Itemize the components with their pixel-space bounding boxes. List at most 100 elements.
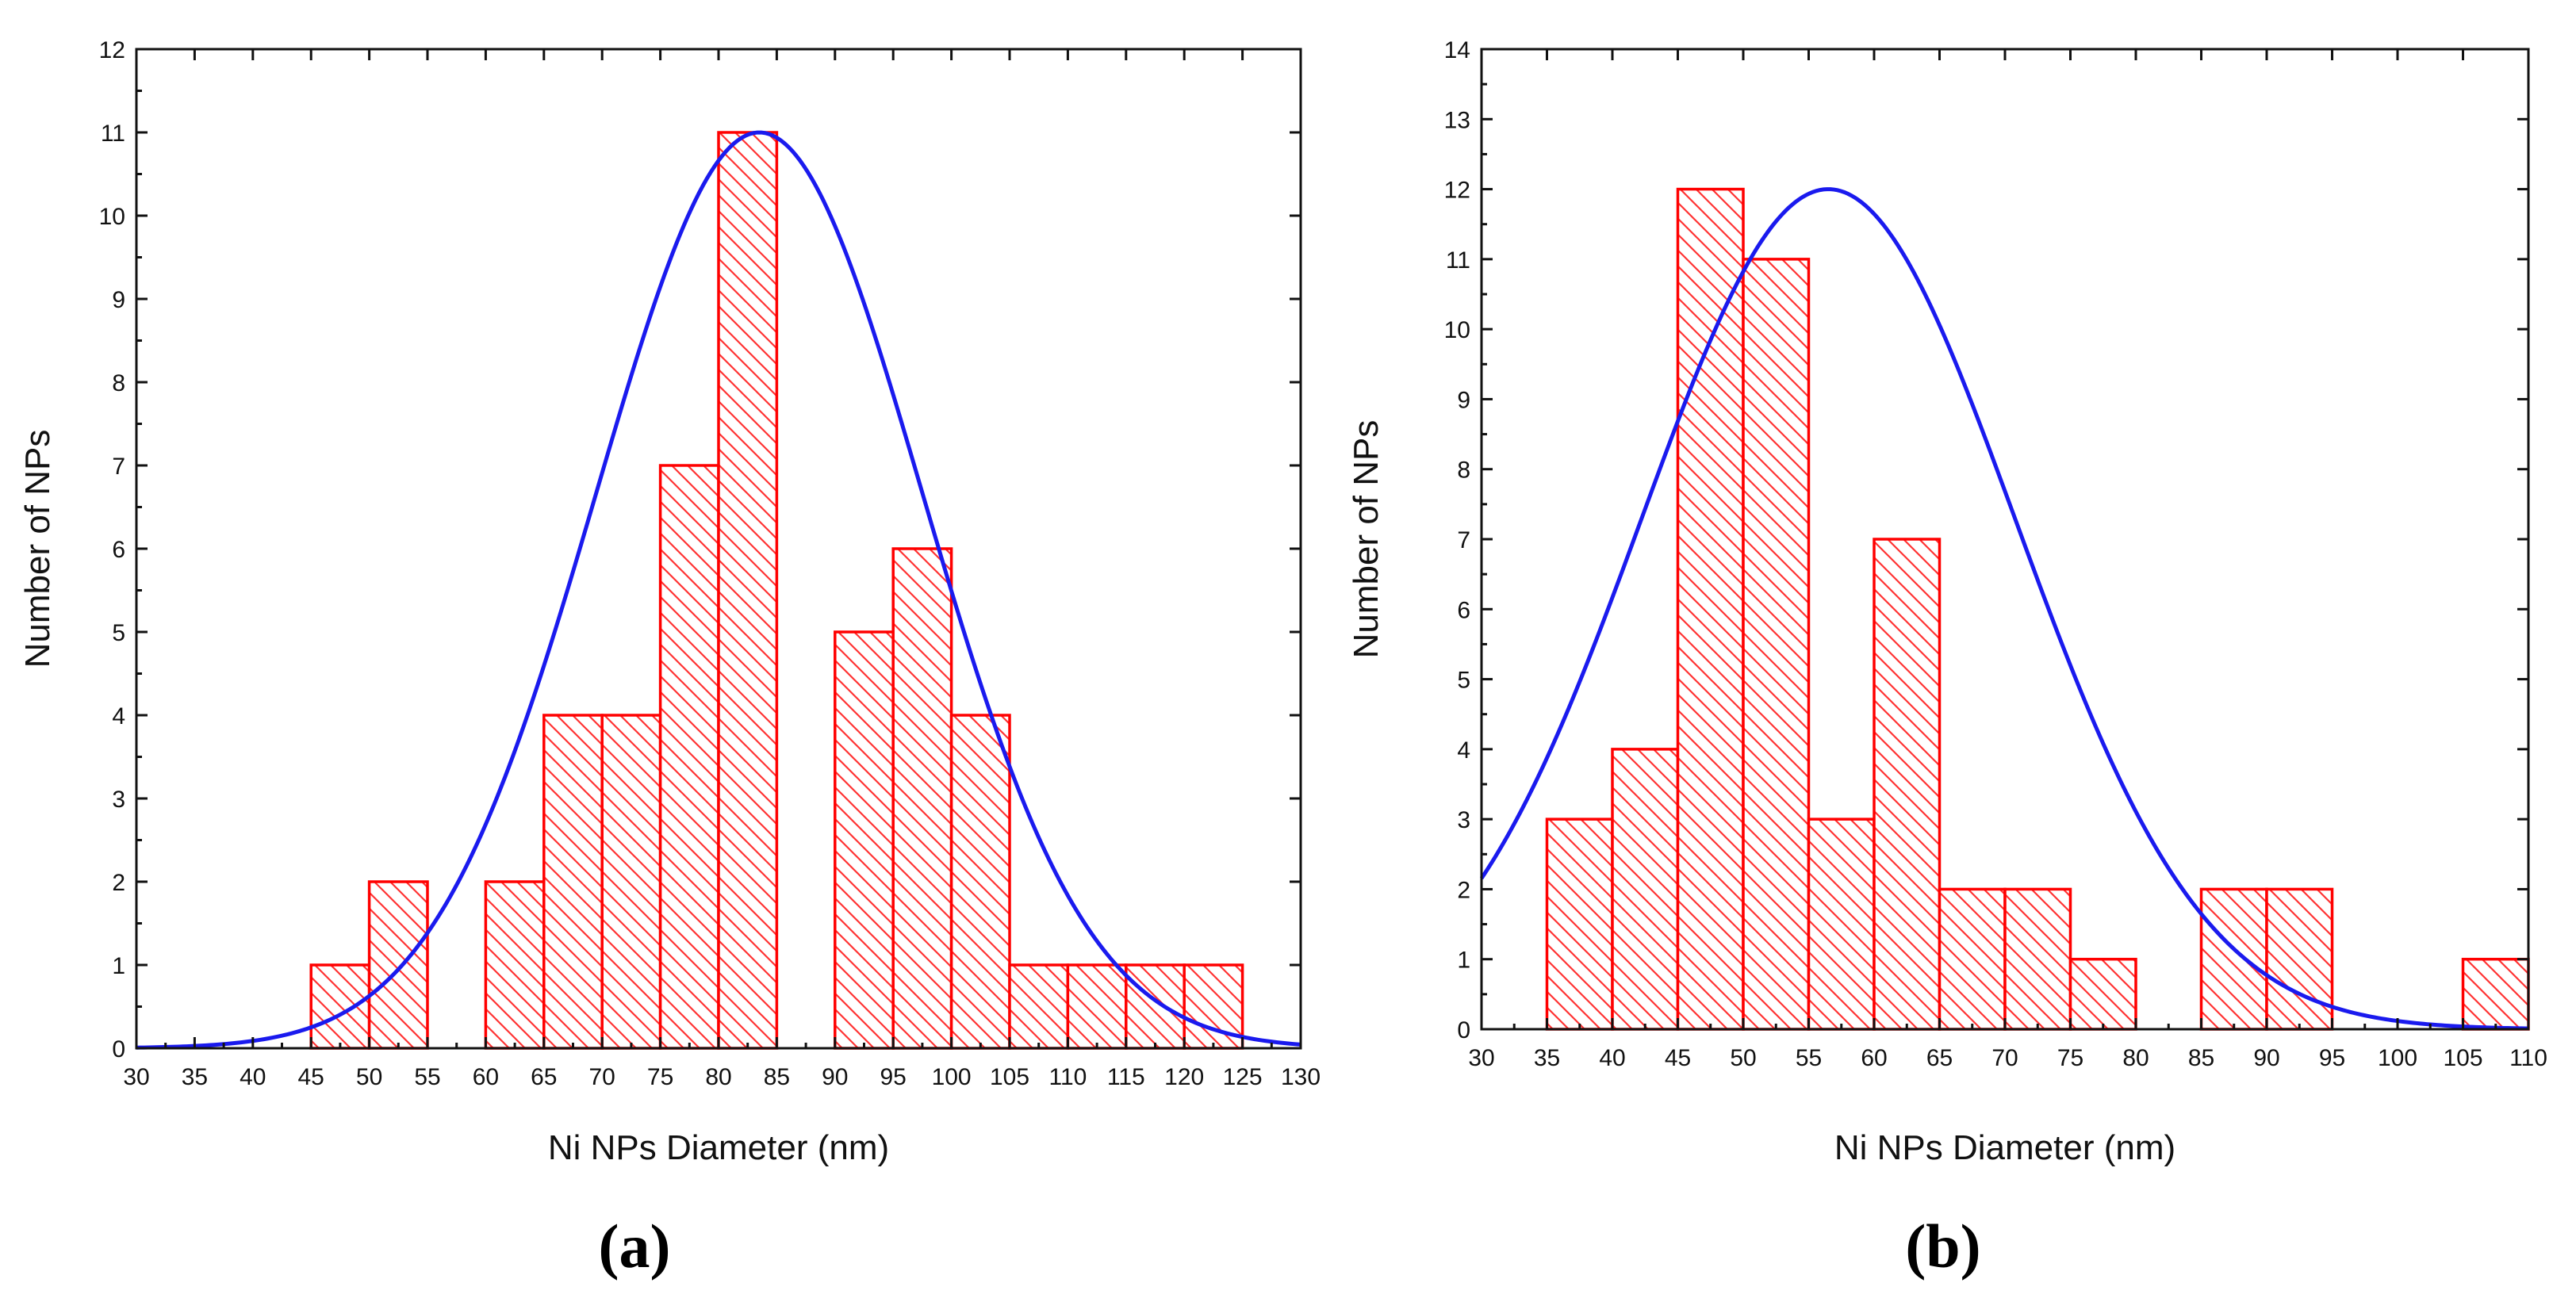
chart-a-x-axis-title: Ni NPs Diameter (nm) — [548, 1128, 889, 1167]
chart-a-bar-45-50 — [309, 963, 371, 1050]
chart-a-y-tick-label: 10 — [99, 204, 125, 230]
chart-b-x-tick-label: 30 — [1468, 1045, 1494, 1071]
chart-b-bar-75-80 — [2068, 957, 2137, 1031]
chart-a-y-tick-label: 7 — [112, 454, 125, 480]
chart-a-y-tick-label: 2 — [112, 870, 125, 896]
chart-a-bar-50-55 — [367, 880, 429, 1050]
chart-b-y-tick-label: 6 — [1457, 597, 1470, 623]
chart-b-bar-85-90 — [2199, 887, 2268, 1031]
chart-b-y-tick-label: 0 — [1457, 1017, 1470, 1043]
chart-a-y-tick-label: 1 — [112, 953, 125, 979]
chart-a-y-tick-label: 4 — [112, 703, 125, 729]
chart-b-panel-label: (b) — [1905, 1212, 1980, 1281]
chart-a-x-tick-label: 30 — [123, 1064, 149, 1090]
chart-b-bar-90-95 — [2265, 887, 2334, 1031]
chart-b-y-tick-label: 9 — [1457, 387, 1470, 413]
chart-a-x-tick-label: 110 — [1048, 1064, 1087, 1090]
chart-b-bar-55-60 — [1807, 817, 1876, 1031]
chart-a-x-tick-label: 60 — [473, 1064, 499, 1090]
chart-b-x-tick-label: 60 — [1861, 1045, 1887, 1071]
chart-a-panel: 30 35 40 45 50 55 60 65 70 75 80 85 90 95 100 105 110 115… — [18, 37, 1321, 1281]
chart-a-bar-115-120 — [1125, 963, 1186, 1050]
chart-a-y-tick-label: 0 — [112, 1036, 125, 1063]
chart-b-x-tick-label: 75 — [2057, 1045, 2083, 1071]
chart-b-x-tick-label: 35 — [1534, 1045, 1560, 1071]
chart-a-x-tick-label: 50 — [356, 1064, 382, 1090]
chart-a-bar-100-105 — [949, 714, 1011, 1050]
chart-a-x-tick-label: 80 — [705, 1064, 731, 1090]
chart-b-bar-70-75 — [2003, 887, 2072, 1031]
chart-b-x-tick-label: 95 — [2319, 1045, 2345, 1071]
chart-a-bar-110-115 — [1066, 963, 1128, 1050]
chart-a-x-tick-label: 95 — [880, 1064, 907, 1090]
chart-b-x-tick-label: 105 — [2443, 1045, 2482, 1071]
chart-b-bar-60-65 — [1873, 538, 1942, 1031]
chart-b-y-tick-label: 2 — [1457, 877, 1470, 903]
chart-a-x-tick-label: 45 — [298, 1064, 324, 1090]
chart-a-x-tick-label: 125 — [1223, 1064, 1263, 1090]
chart-b-x-tick-label: 45 — [1665, 1045, 1691, 1071]
chart-b-y-tick-label: 3 — [1457, 807, 1470, 833]
chart-b-x-tick-label: 100 — [2378, 1045, 2417, 1071]
chart-a-x-tick-label: 120 — [1164, 1064, 1204, 1090]
chart-a-y-tick-label: 5 — [112, 620, 125, 646]
chart-b-x-tick-label: 55 — [1796, 1045, 1822, 1071]
chart-b-x-tick-label: 90 — [2253, 1045, 2279, 1071]
chart-b-bar-65-70 — [1938, 887, 2007, 1031]
chart-a-bar-65-70 — [542, 714, 604, 1050]
chart-a-y-tick-label: 3 — [112, 787, 125, 813]
chart-a-y-tick-label: 8 — [112, 370, 125, 396]
chart-a-x-tick-label: 105 — [990, 1064, 1029, 1090]
chart-b-bar-45-50 — [1676, 187, 1745, 1031]
chart-a-bar-95-100 — [891, 547, 953, 1050]
chart-a-x-tick-label: 40 — [240, 1064, 266, 1090]
chart-b-y-tick-label: 11 — [1446, 247, 1470, 274]
chart-a-bar-90-95 — [834, 630, 895, 1050]
chart-a-y-tick-label: 12 — [99, 37, 125, 63]
chart-b-y-tick-label: 7 — [1457, 527, 1470, 553]
chart-a-y-tick-label: 11 — [101, 121, 125, 147]
chart-b-x-tick-label: 85 — [2188, 1045, 2214, 1071]
chart-a-bar-75-80 — [658, 464, 720, 1050]
chart-b-y-axis-title: Number of NPs — [1347, 420, 1386, 659]
chart-b-y-tick-label: 14 — [1444, 37, 1470, 63]
chart-a-x-tick-label: 100 — [932, 1064, 972, 1090]
chart-a-x-tick-label: 115 — [1107, 1064, 1145, 1090]
chart-a-x-tick-label: 130 — [1281, 1064, 1321, 1090]
chart-a-x-tick-label: 55 — [414, 1064, 440, 1090]
chart-b-x-tick-label: 65 — [1926, 1045, 1953, 1071]
chart-b-x-tick-label: 110 — [2509, 1045, 2547, 1071]
chart-b-bar-105-110 — [2461, 957, 2530, 1031]
chart-b-bar-50-55 — [1742, 258, 1811, 1031]
chart-b-y-tick-label: 12 — [1444, 178, 1470, 204]
chart-a-x-tick-label: 35 — [182, 1064, 208, 1090]
chart-b-bar-35-40 — [1545, 817, 1614, 1031]
chart-a-x-tick-label: 75 — [647, 1064, 673, 1090]
chart-a-y-axis-title: Number of NPs — [18, 430, 57, 668]
chart-b-gaussian-fit-curve — [1479, 187, 2529, 1031]
chart-a-bar-105-110 — [1008, 963, 1070, 1050]
chart-a-x-tick-label: 70 — [589, 1064, 615, 1090]
chart-a-bar-80-85 — [717, 131, 779, 1050]
chart-b-y-tick-label: 8 — [1457, 458, 1470, 484]
chart-a-x-tick-label: 90 — [822, 1064, 848, 1090]
chart-b-bar-40-45 — [1611, 748, 1680, 1031]
chart-b-y-tick-label: 13 — [1444, 107, 1470, 133]
chart-a-y-tick-label: 6 — [112, 537, 125, 563]
chart-a-gaussian-fit-curve — [136, 130, 1301, 1050]
chart-a-y-tick-label: 9 — [112, 287, 125, 313]
chart-b-x-tick-label: 40 — [1599, 1045, 1625, 1071]
chart-b-y-tick-label: 1 — [1457, 948, 1470, 974]
chart-b-panel: 30 35 40 45 50 55 60 65 70 75 80 85 90 95 100 105 110012… — [1347, 37, 2547, 1281]
chart-b-x-tick-label: 70 — [1991, 1045, 2018, 1071]
chart-a-x-tick-label: 85 — [764, 1064, 790, 1090]
chart-b-x-axis-title: Ni NPs Diameter (nm) — [1834, 1128, 2175, 1167]
chart-a-panel-label: (a) — [599, 1212, 671, 1281]
chart-b-x-tick-label: 50 — [1730, 1045, 1756, 1071]
chart-b-y-tick-label: 10 — [1444, 317, 1470, 343]
chart-a-bar-60-65 — [484, 880, 546, 1050]
chart-a-bar-70-75 — [600, 714, 662, 1050]
chart-b-y-tick-label: 5 — [1457, 668, 1470, 694]
